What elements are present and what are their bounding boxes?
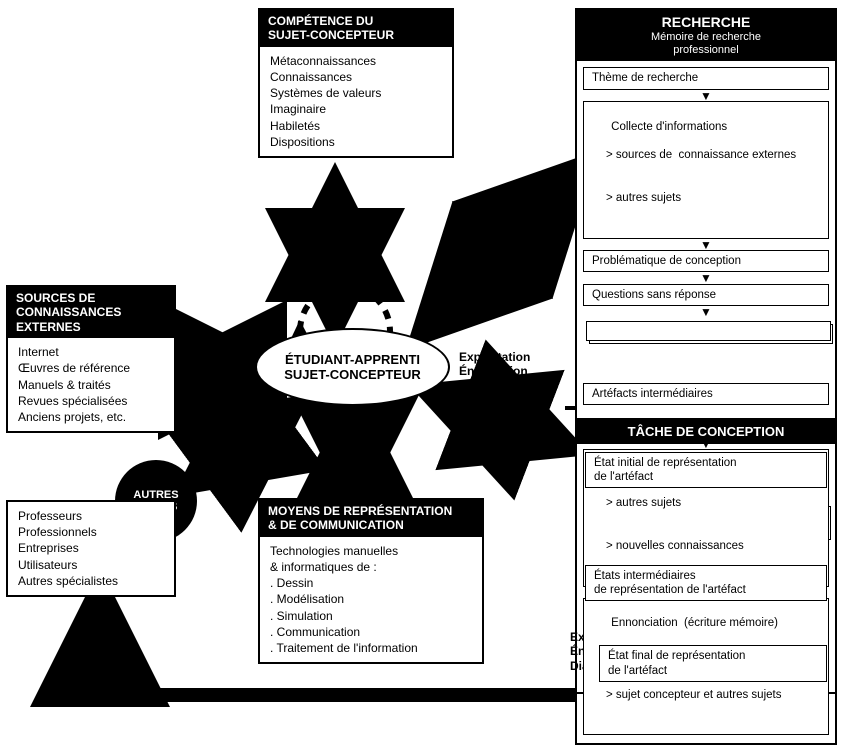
competence-item: Imaginaire	[270, 101, 442, 117]
moyens-item: . Communication	[270, 624, 472, 640]
down-arrow-icon: ▼	[583, 308, 829, 318]
recherche-header: RECHERCHE Mémoire de recherche professio…	[577, 10, 835, 61]
moyens-item: . Traitement de l'information	[270, 640, 472, 656]
sources-item: Anciens projets, etc.	[18, 409, 164, 425]
recherche-body: Thème de recherche ▼ Collecte d'informat…	[577, 61, 835, 743]
recherche-title: RECHERCHE	[585, 14, 827, 31]
competence-item: Métaconnaissances	[270, 53, 442, 69]
competence-body: Métaconnaissances Connaissances Systèmes…	[260, 47, 452, 156]
sources-item: Internet	[18, 344, 164, 360]
moyens-title: MOYENS DE REPRÉSENTATION & DE COMMUNICAT…	[260, 500, 482, 537]
num-2: 2	[460, 412, 468, 429]
label-explic1: Explicitation Énonciation	[459, 350, 530, 379]
competence-item: Systèmes de valeurs	[270, 85, 442, 101]
competence-box: COMPÉTENCE DU SUJET-CONCEPTEUR Métaconna…	[258, 8, 454, 158]
autres-item: Autres spécialistes	[18, 573, 164, 589]
down-arrow-icon: ▼	[583, 241, 829, 251]
sources-item: Manuels & traités	[18, 377, 164, 393]
stack-shadow	[586, 321, 831, 341]
num-6: 6	[370, 445, 378, 462]
recherche-step: Artéfacts intermédiaires	[583, 383, 829, 405]
num-1: 1	[290, 285, 298, 302]
competence-item: Habiletés	[270, 118, 442, 134]
label-planif: Planification	[470, 430, 541, 444]
moyens-item: . Dessin	[270, 575, 472, 591]
autres-item: Entreprises	[18, 540, 164, 556]
moyens-item: . Modélisation	[270, 591, 472, 607]
autres-item: Professionnels	[18, 524, 164, 540]
down-arrow-icon: ▼	[583, 274, 829, 284]
label-dialogue: Dialogue Émotions Affects	[180, 388, 235, 431]
moyens-box: MOYENS DE REPRÉSENTATION & DE COMMUNICAT…	[258, 498, 484, 664]
recherche-step: Problématique de conception	[583, 250, 829, 272]
sources-item: Revues spécialisées	[18, 393, 164, 409]
moyens-intro: Technologies manuelles & informatiques d…	[270, 543, 472, 575]
center-line1: ÉTUDIANT-APPRENTI	[284, 352, 421, 367]
label-meta: Méta-conception	[200, 450, 295, 464]
center-line2: SUJET-CONCEPTEUR	[284, 367, 421, 382]
sources-item: Œuvres de référence	[18, 360, 164, 376]
tache-step: États intermédiaires de représentation d…	[585, 565, 827, 602]
num-5: 5	[250, 432, 258, 449]
num-4: 4	[195, 373, 203, 390]
recherche-subtitle: Mémoire de recherche professionnel	[585, 31, 827, 57]
recherche-step: Collecte d'informations > sources de con…	[583, 101, 829, 238]
down-arrow-icon: ▼	[583, 440, 829, 450]
tache-body: État initial de représentation de l'arté…	[577, 444, 835, 693]
competence-item: Connaissances	[270, 69, 442, 85]
sources-body: Internet Œuvres de référence Manuels & t…	[8, 338, 174, 431]
num-7: 7	[525, 225, 533, 242]
num-3: 3	[350, 240, 358, 257]
sources-title: SOURCES DE CONNAISSANCES EXTERNES	[8, 287, 174, 338]
moyens-body: Technologies manuelles & informatiques d…	[260, 537, 482, 662]
center-ellipse: ÉTUDIANT-APPRENTI SUJET-CONCEPTEUR	[255, 328, 450, 406]
competence-item: Dispositions	[270, 134, 442, 150]
down-arrow-icon: ▼	[583, 92, 829, 102]
sources-box: SOURCES DE CONNAISSANCES EXTERNES Intern…	[6, 285, 176, 433]
recherche-step: Questions sans réponse	[583, 284, 829, 306]
autres-sujets-box: Professeurs Professionnels Entreprises U…	[6, 500, 176, 597]
recherche-box: RECHERCHE Mémoire de recherche professio…	[575, 8, 837, 745]
recherche-step: Thème de recherche	[583, 67, 829, 89]
tache-step: État final de représentation de l'artéfa…	[599, 645, 827, 682]
autres-sujets-body: Professeurs Professionnels Entreprises U…	[8, 502, 174, 595]
competence-title: COMPÉTENCE DU SUJET-CONCEPTEUR	[260, 10, 452, 47]
autres-item: Utilisateurs	[18, 557, 164, 573]
tache-step: État initial de représentation de l'arté…	[585, 452, 827, 489]
moyens-item: . Simulation	[270, 608, 472, 624]
autres-item: Professeurs	[18, 508, 164, 524]
